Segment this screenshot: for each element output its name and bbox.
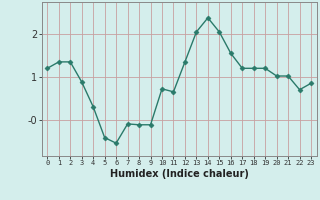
X-axis label: Humidex (Indice chaleur): Humidex (Indice chaleur) <box>110 169 249 179</box>
